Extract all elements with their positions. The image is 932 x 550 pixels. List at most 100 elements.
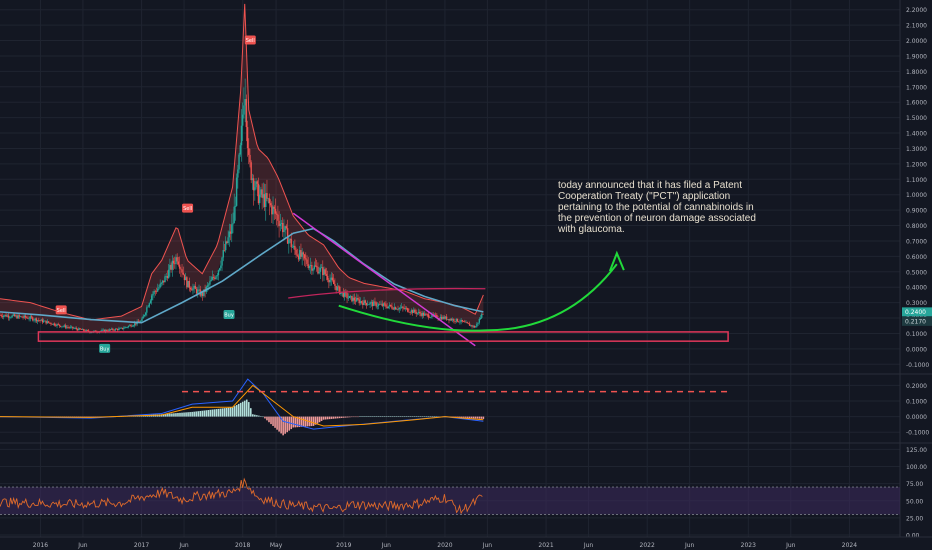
candle-body-157: [189, 287, 192, 290]
macd-bar-116: [233, 406, 236, 417]
macd-bar-238: [480, 416, 483, 419]
candle-body-381: [461, 319, 464, 322]
macd-bar-130: [262, 416, 264, 418]
candle-body-278: [336, 286, 339, 291]
candle-body-217: [262, 194, 265, 198]
candle-body-335: [405, 308, 408, 309]
macd-bar-168: [338, 416, 341, 419]
candle-body-224: [271, 205, 273, 215]
macd-bar-89: [179, 412, 181, 417]
candle-body-127: [153, 291, 155, 294]
candle-body-45: [53, 323, 56, 326]
macd-bar-184: [371, 416, 373, 417]
candle-body-93: [112, 328, 114, 331]
candle-body-18: [21, 316, 23, 318]
candle-body-94: [113, 330, 115, 331]
candle-body-102: [123, 328, 125, 330]
candle-body-42: [50, 323, 52, 325]
candle-body-232: [280, 222, 283, 224]
candle-body-242: [292, 245, 295, 248]
candle-body-126: [152, 293, 154, 296]
candle-body-177: [214, 277, 216, 279]
candle-body-190: [229, 231, 232, 234]
macd-bar-201: [405, 416, 408, 417]
rsi-tick-label-3: 50.00: [906, 498, 923, 505]
macd-bar-98: [197, 411, 200, 417]
macd-bar-161: [324, 416, 327, 420]
macd-bar-190: [383, 416, 386, 417]
candle-body-163: [197, 289, 199, 294]
signal-line: [0, 384, 484, 427]
candle-body-216: [261, 189, 263, 198]
x-tick-label-7: Jun: [381, 542, 392, 549]
candle-body-188: [227, 237, 229, 244]
candle-body-319: [386, 306, 388, 309]
candle-body-221: [267, 198, 269, 199]
macd-bar-93: [187, 412, 189, 417]
candle-body-255: [308, 266, 311, 268]
macd-bar-174: [351, 416, 353, 418]
macd-bar-235: [474, 416, 477, 419]
rsi-tick-label-5: 0.00: [906, 533, 920, 540]
candle-body-144: [174, 263, 176, 265]
candle-body-214: [258, 194, 261, 204]
candle-body-368: [445, 316, 448, 320]
candle-body-247: [299, 250, 301, 260]
macd-bar-105: [211, 409, 214, 417]
candle-body-251: [303, 254, 306, 259]
price-tick-label-6: 1.6000: [906, 100, 927, 107]
candle-body-117: [141, 318, 143, 322]
candle-body-364: [441, 316, 443, 320]
macd-bar-139: [280, 416, 282, 434]
candle-body-156: [188, 281, 191, 288]
candle-body-276: [334, 284, 336, 286]
candle-body-131: [158, 287, 160, 289]
candle-body-215: [260, 189, 262, 195]
candle-body-58: [69, 326, 72, 328]
macd-bar-110: [221, 408, 224, 417]
macd-bar-109: [219, 408, 222, 417]
macd-bar-163: [328, 416, 331, 420]
candle-body-50: [59, 325, 62, 327]
macd-bar-167: [336, 416, 339, 419]
x-tick-label-15: Jun: [785, 542, 796, 549]
candle-body-204: [246, 127, 249, 149]
candle-body-356: [431, 314, 433, 317]
candle-body-112: [135, 323, 137, 325]
candle-body-154: [186, 277, 188, 288]
macd-bar-215: [434, 416, 436, 417]
candle-body-379: [459, 321, 461, 323]
candle-body-371: [449, 319, 451, 321]
macd-bar-128: [258, 415, 260, 417]
candle-body-146: [176, 257, 178, 262]
macd-bar-134: [270, 416, 272, 425]
candle-body-227: [274, 208, 277, 214]
candle-body-187: [226, 241, 228, 244]
candle-body-340: [411, 310, 414, 313]
candle-body-316: [382, 303, 385, 307]
candle-body-323: [391, 306, 393, 309]
candle-body-89: [107, 330, 109, 332]
macd-bar-156: [314, 416, 317, 425]
candle-body-26: [30, 316, 33, 318]
candle-body-137: [165, 276, 167, 277]
candle-body-313: [379, 304, 381, 305]
macd-bar-155: [312, 416, 315, 426]
candle-body-275: [333, 280, 335, 285]
candle-body-237: [286, 228, 289, 244]
x-tick-label-12: 2022: [640, 542, 655, 549]
candle-body-248: [300, 250, 302, 257]
macd-bar-194: [391, 416, 394, 417]
candle-body-338: [409, 312, 411, 313]
price-tick-label-19: 0.3000: [906, 300, 927, 307]
macd-bar-92: [185, 412, 187, 417]
candle-body-352: [426, 313, 428, 315]
macd-bar-113: [227, 407, 230, 417]
candle-body-359: [434, 314, 437, 316]
macd-bar-160: [322, 416, 325, 420]
candle-body-107: [129, 325, 131, 326]
price-tick-label-0: 2.2000: [906, 7, 927, 14]
candle-body-151: [182, 272, 184, 275]
candle-body-5: [5, 314, 7, 317]
